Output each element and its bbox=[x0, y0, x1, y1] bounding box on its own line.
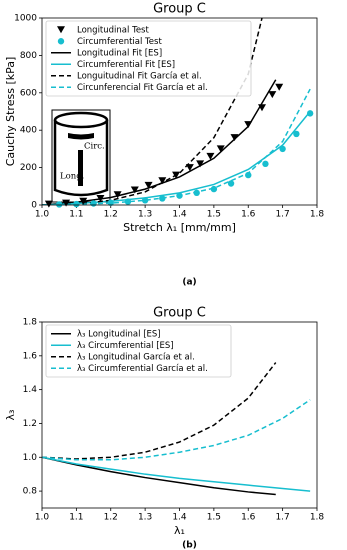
x-tick-label: 1.6 bbox=[241, 513, 256, 523]
series-line bbox=[42, 362, 277, 460]
marker bbox=[306, 110, 314, 117]
x-tick-label: 1.3 bbox=[138, 210, 152, 220]
y-tick-label: 1.4 bbox=[23, 385, 38, 395]
y-tick-label: 0 bbox=[31, 201, 37, 211]
y-tick-label: 800 bbox=[20, 51, 37, 61]
marker bbox=[107, 199, 114, 206]
legend-label: λ₃ Circumferential [ES] bbox=[77, 341, 174, 351]
marker bbox=[268, 91, 277, 99]
legend-label: λ₃ Longitudinal García et al. bbox=[77, 352, 195, 362]
marker bbox=[245, 171, 252, 179]
marker bbox=[176, 192, 183, 199]
x-tick-label: 1.5 bbox=[207, 210, 221, 220]
marker bbox=[55, 201, 63, 208]
legend-label: Longuitudinal Fit García et al. bbox=[77, 71, 202, 81]
legend-box bbox=[45, 20, 252, 97]
legend-label: Longitudinal Test bbox=[77, 25, 149, 35]
marker bbox=[275, 83, 284, 91]
legend-label: Longitudinal Fit [ES] bbox=[77, 48, 162, 58]
plot-area bbox=[42, 362, 311, 496]
x-tick-label: 1.1 bbox=[69, 513, 83, 523]
x-tick-label: 1.8 bbox=[310, 513, 325, 523]
marker bbox=[57, 26, 65, 34]
legend-label: λ₃ Circumferential García et al. bbox=[77, 364, 208, 374]
chart-title: Group C bbox=[153, 2, 206, 17]
caption: (b) bbox=[182, 541, 197, 550]
marker bbox=[79, 197, 88, 205]
y-axis-label: λ₃ bbox=[4, 410, 17, 421]
marker bbox=[113, 191, 122, 199]
legend-label: Circunferencial Fit García et al. bbox=[77, 83, 208, 93]
x-axis-label: Stretch λ₁ [mm/mm] bbox=[123, 221, 236, 234]
x-tick-label: 1.4 bbox=[172, 513, 187, 523]
marker bbox=[244, 121, 253, 129]
x-tick-label: 1.2 bbox=[104, 513, 118, 523]
marker bbox=[230, 134, 239, 142]
specimen-diagram: Circ. Long. bbox=[51, 109, 111, 203]
marker bbox=[73, 200, 80, 208]
annotation: Circ. bbox=[84, 142, 105, 152]
marker bbox=[227, 180, 235, 187]
x-tick-label: 1.0 bbox=[35, 513, 50, 523]
x-tick-label: 1.0 bbox=[35, 210, 50, 220]
x-tick-label: 1.6 bbox=[241, 210, 256, 220]
marker bbox=[62, 199, 71, 207]
y-tick-label: 1.6 bbox=[23, 351, 38, 361]
legend-label: Circumferential Fit [ES] bbox=[77, 60, 175, 70]
marker bbox=[206, 152, 215, 160]
chart-title: Group C bbox=[153, 306, 206, 321]
x-tick-label: 1.2 bbox=[104, 210, 118, 220]
y-tick-label: 0.8 bbox=[23, 487, 38, 497]
x-tick-label: 1.8 bbox=[310, 210, 325, 220]
legend-box bbox=[45, 324, 232, 378]
y-tick-label: 200 bbox=[20, 163, 37, 173]
x-tick-label: 1.3 bbox=[138, 513, 152, 523]
annotation: Long. bbox=[60, 172, 84, 182]
y-tick-label: 1.8 bbox=[23, 318, 38, 328]
y-tick-label: 600 bbox=[20, 88, 37, 98]
marker bbox=[185, 164, 194, 172]
marker bbox=[196, 160, 205, 168]
x-axis-label: λ₁ bbox=[174, 524, 185, 537]
marker bbox=[216, 145, 225, 153]
series-line bbox=[42, 456, 276, 496]
caption: (a) bbox=[182, 278, 196, 288]
x-tick-label: 1.7 bbox=[275, 513, 289, 523]
plot-frame bbox=[41, 17, 318, 206]
marker bbox=[258, 104, 266, 112]
marker bbox=[279, 145, 286, 153]
y-axis-label: Cauchy Stress [kPa] bbox=[4, 57, 17, 167]
plot-frame bbox=[41, 321, 318, 509]
x-tick-label: 1.7 bbox=[275, 210, 289, 220]
marker bbox=[96, 194, 105, 202]
marker bbox=[262, 160, 269, 168]
marker bbox=[293, 130, 300, 138]
marker bbox=[90, 200, 97, 207]
x-tick-label: 1.4 bbox=[172, 210, 187, 220]
marker bbox=[210, 185, 218, 193]
marker bbox=[144, 181, 153, 189]
y-tick-label: 400 bbox=[20, 126, 37, 136]
marker bbox=[172, 171, 181, 179]
legend-label: λ₃ Longitudinal [ES] bbox=[77, 329, 161, 339]
marker bbox=[193, 189, 200, 197]
marker bbox=[158, 177, 167, 185]
x-tick-label: 1.1 bbox=[69, 210, 83, 220]
y-tick-label: 1.2 bbox=[23, 419, 37, 429]
marker bbox=[44, 200, 53, 208]
series-line bbox=[42, 399, 311, 461]
series-line bbox=[42, 456, 311, 492]
marker bbox=[57, 38, 65, 45]
marker bbox=[130, 186, 139, 194]
legend-label: Circumferential Test bbox=[77, 37, 162, 47]
y-tick-label: 1.0 bbox=[23, 453, 38, 463]
marker bbox=[141, 197, 149, 204]
y-tick-label: 1000 bbox=[14, 14, 37, 24]
marker bbox=[159, 195, 166, 202]
x-tick-label: 1.5 bbox=[207, 513, 221, 523]
marker bbox=[124, 198, 132, 205]
